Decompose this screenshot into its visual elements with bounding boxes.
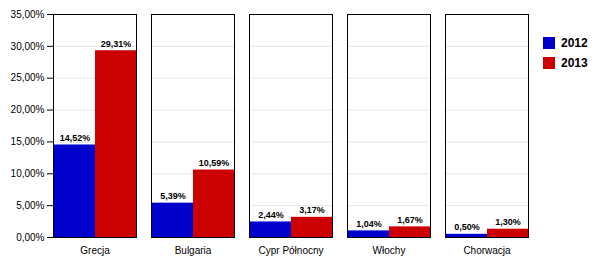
svg-text:0,00%: 0,00% [16, 232, 44, 243]
svg-text:Włochy: Włochy [373, 245, 406, 256]
html-text:2012: 2012 [561, 36, 588, 50]
svg-text:3,17%: 3,17% [299, 205, 325, 215]
svg-text:30,00%: 30,00% [11, 41, 45, 52]
svg-text:29,31%: 29,31% [101, 39, 132, 49]
svg-text:15,00%: 15,00% [11, 136, 45, 147]
svg-text:1,04%: 1,04% [356, 219, 382, 229]
html-text:2013: 2013 [561, 56, 588, 70]
svg-text:2,44%: 2,44% [258, 210, 284, 220]
svg-text:Grecja: Grecja [80, 245, 110, 256]
svg-text:1,67%: 1,67% [397, 215, 423, 225]
svg-text:25,00%: 25,00% [11, 72, 45, 83]
svg-text:Chorwacja: Chorwacja [463, 245, 511, 256]
svg-text:0,50%: 0,50% [454, 222, 480, 232]
svg-text:Cypr Północny: Cypr Północny [258, 245, 323, 256]
svg-text:20,00%: 20,00% [11, 104, 45, 115]
svg-text:35,00%: 35,00% [11, 9, 45, 20]
svg-text:10,00%: 10,00% [11, 168, 45, 179]
svg-text:5,00%: 5,00% [16, 200, 44, 211]
svg-text:10,59%: 10,59% [199, 158, 230, 168]
svg-text:14,52%: 14,52% [60, 133, 91, 143]
svg-text:5,39%: 5,39% [160, 191, 186, 201]
svg-text:Bulgaria: Bulgaria [175, 245, 212, 256]
svg-text:1,30%: 1,30% [495, 217, 521, 227]
